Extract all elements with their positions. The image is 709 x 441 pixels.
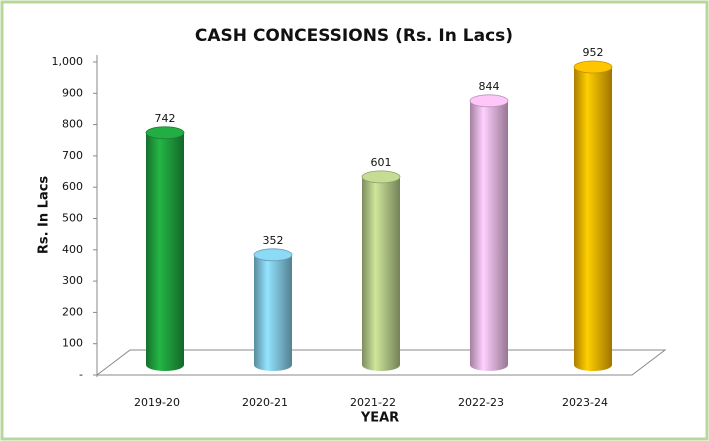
value-label: 844 (479, 80, 500, 93)
x-tick-label: 2023-24 (562, 396, 608, 409)
bar (254, 254, 292, 371)
y-tick-label: 400 (62, 243, 83, 256)
bar-cap (469, 94, 509, 108)
bar-cap (573, 60, 613, 74)
x-tick-label: 2019-20 (134, 396, 180, 409)
bar (362, 176, 400, 371)
y-tick-label: 900 (62, 86, 83, 99)
y-tick-label: 100 (62, 337, 83, 350)
bar-cap (253, 248, 293, 262)
y-tick-label: 1,000 (52, 55, 84, 68)
chart-title: CASH CONCESSIONS (Rs. In Lacs) (195, 26, 513, 46)
y-tick-label: 200 (62, 305, 83, 318)
y-tick-label: 600 (62, 180, 83, 193)
y-tick-label: 800 (62, 118, 83, 131)
y-tick-label: 500 (62, 212, 83, 225)
x-tick-label: 2020-21 (242, 396, 288, 409)
value-label: 952 (583, 46, 604, 59)
bar (146, 132, 184, 371)
bar (574, 67, 612, 371)
bar-cap (145, 126, 185, 140)
y-axis-label: Rs. In Lacs (37, 176, 52, 255)
y-tick-label: 300 (62, 274, 83, 287)
value-label: 352 (263, 234, 284, 247)
y-tick-label: 700 (62, 149, 83, 162)
x-axis-label: YEAR (360, 411, 399, 426)
x-tick-label: 2022-23 (458, 396, 504, 409)
bar (470, 100, 508, 371)
value-label: 742 (155, 112, 176, 125)
value-label: 601 (371, 156, 392, 169)
y-tick-label: - (79, 368, 83, 381)
bar-cap (361, 170, 401, 184)
x-tick-label: 2021-22 (350, 396, 396, 409)
